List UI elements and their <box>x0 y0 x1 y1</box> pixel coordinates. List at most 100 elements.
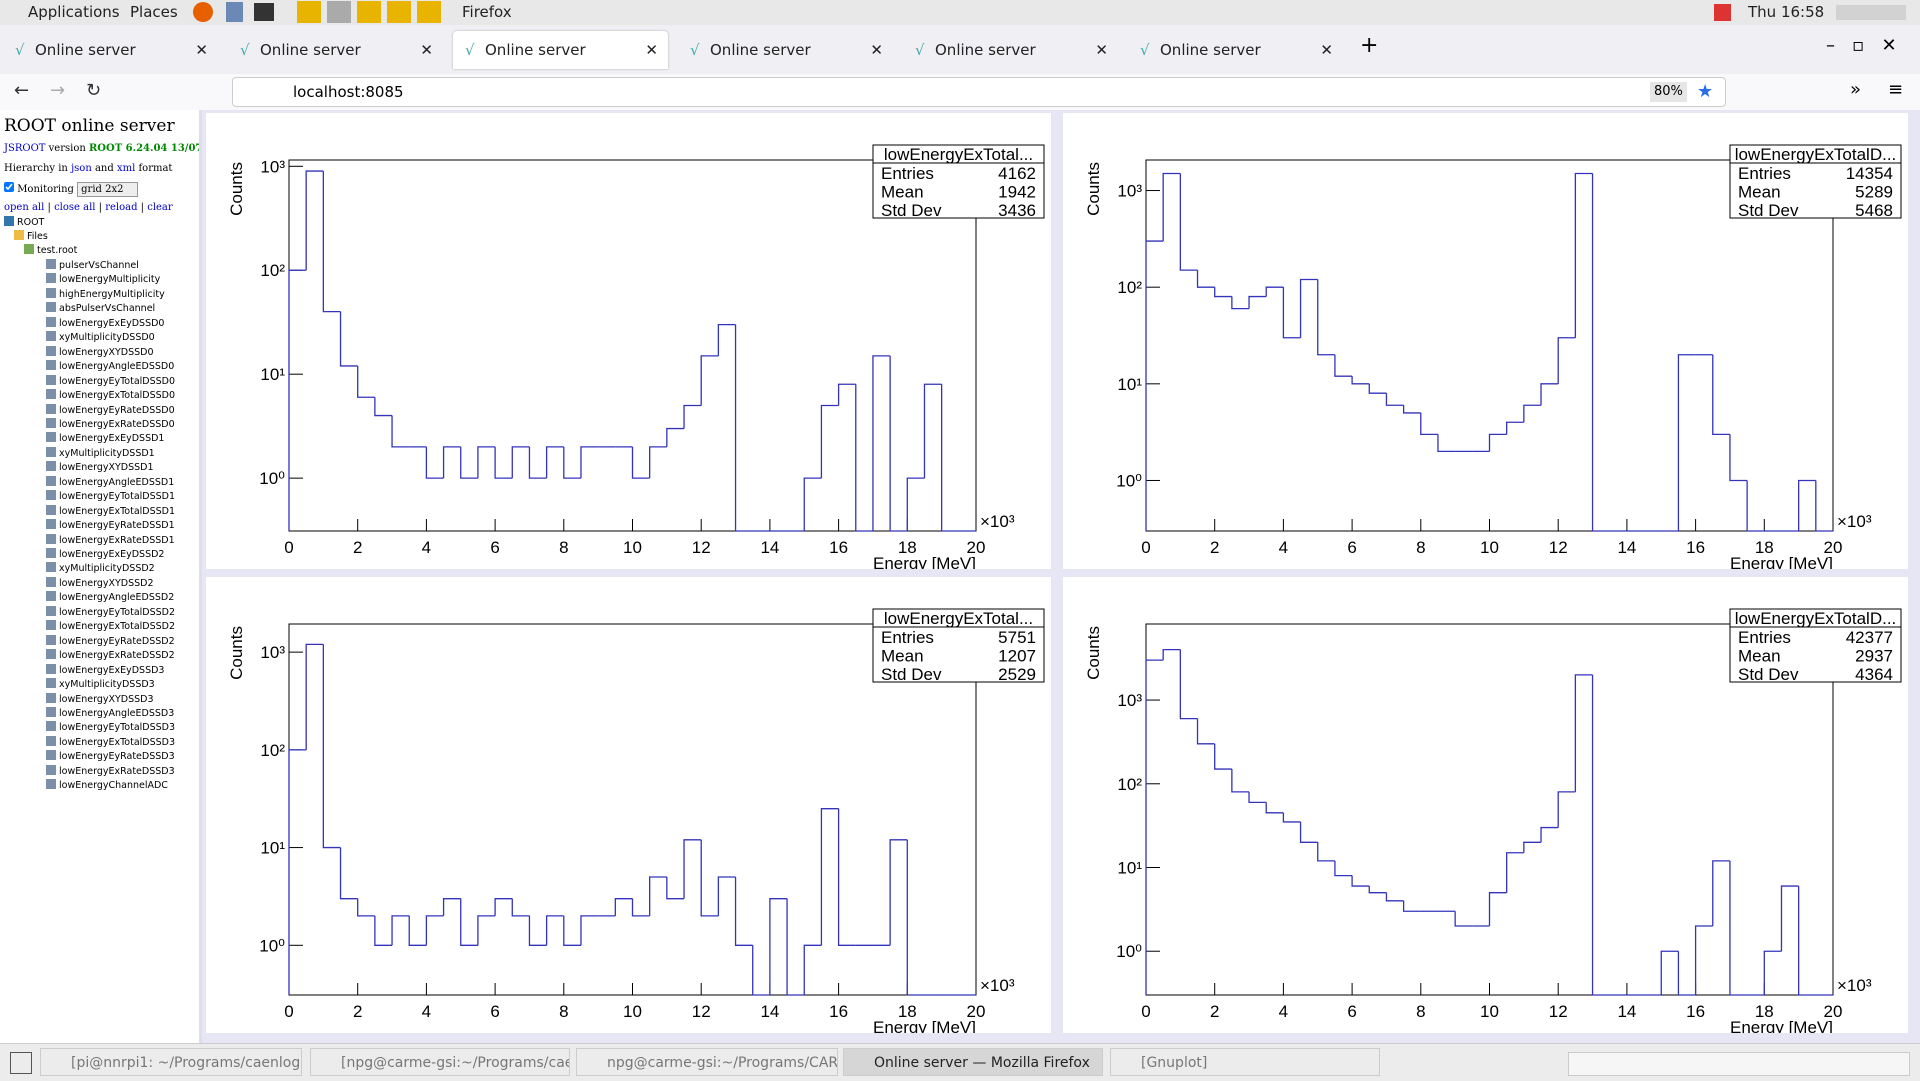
tree-label[interactable]: lowEnergyExEyDSSD3 <box>59 665 164 676</box>
tree-item[interactable]: xyMultiplicityDSSD3 <box>46 678 155 691</box>
tree-item[interactable]: lowEnergyExRateDSSD0 <box>46 418 175 431</box>
show-desktop[interactable] <box>10 1052 32 1074</box>
tree-label[interactable]: lowEnergyEyTotalDSSD2 <box>59 607 175 618</box>
tree-label[interactable]: lowEnergyExTotalDSSD1 <box>59 506 175 517</box>
tab[interactable]: Online server✕√ <box>903 31 1118 69</box>
tree-item[interactable]: lowEnergyAngleEDSSD0 <box>46 360 174 373</box>
tree-label[interactable]: lowEnergyAngleEDSSD3 <box>59 708 174 719</box>
tree-label[interactable]: lowEnergyExTotalDSSD0 <box>59 390 175 401</box>
forward-button[interactable]: → <box>50 80 65 101</box>
tree-label[interactable]: xyMultiplicityDSSD3 <box>59 679 155 690</box>
tree-item[interactable]: lowEnergyEyRateDSSD3 <box>46 750 175 763</box>
tree-item[interactable]: lowEnergyEyTotalDSSD3 <box>46 721 175 734</box>
menu[interactable]: Places <box>130 3 178 21</box>
tree-label[interactable]: lowEnergyAngleEDSSD1 <box>59 477 174 488</box>
tree-folder[interactable]: Files <box>14 230 48 243</box>
tree-item[interactable]: lowEnergyAngleEDSSD3 <box>46 707 174 720</box>
tree-label[interactable]: xyMultiplicityDSSD1 <box>59 448 155 459</box>
tree-item[interactable]: lowEnergyXYDSSD2 <box>46 577 154 590</box>
tree-label[interactable]: lowEnergyEyRateDSSD0 <box>59 405 175 416</box>
tree-item[interactable]: lowEnergyXYDSSD1 <box>46 461 154 474</box>
files-icon[interactable] <box>226 2 243 22</box>
tree-label[interactable]: lowEnergyExEyDSSD1 <box>59 433 164 444</box>
tree-item[interactable]: lowEnergyEyRateDSSD1 <box>46 519 175 532</box>
launcher-icon[interactable] <box>357 1 381 23</box>
tree-item[interactable]: lowEnergyExRateDSSD2 <box>46 649 175 662</box>
layout-select[interactable]: grid 2x2 <box>77 182 138 197</box>
workspace-switcher[interactable] <box>1568 1052 1910 1076</box>
tree-item[interactable]: lowEnergyEyTotalDSSD0 <box>46 375 175 388</box>
tree-item[interactable]: lowEnergyEyTotalDSSD1 <box>46 490 175 503</box>
tree-item[interactable]: lowEnergyExTotalDSSD0 <box>46 389 175 402</box>
address-bar[interactable]: localhost:8085 80% ★ <box>232 77 1726 107</box>
menu-button[interactable]: ≡ <box>1888 79 1903 100</box>
zoom-level[interactable]: 80% <box>1650 82 1687 102</box>
tree-label[interactable]: lowEnergyEyRateDSSD1 <box>59 520 175 531</box>
tree-label[interactable]: lowEnergyEyTotalDSSD0 <box>59 376 175 387</box>
tab[interactable]: Online server✕√ <box>678 31 893 69</box>
tree-item[interactable]: lowEnergyXYDSSD3 <box>46 693 154 706</box>
tree-item[interactable]: lowEnergyExEyDSSD1 <box>46 432 164 445</box>
task-button[interactable]: npg@carme-gsi:~/Programs/CARME... <box>576 1048 838 1076</box>
tree-label[interactable]: xyMultiplicityDSSD0 <box>59 332 155 343</box>
tree-item[interactable]: lowEnergyEyRateDSSD0 <box>46 404 175 417</box>
tree-label[interactable]: lowEnergyXYDSSD2 <box>59 578 154 589</box>
reload-button[interactable]: ↻ <box>86 80 101 101</box>
tree-item[interactable]: lowEnergyExRateDSSD1 <box>46 534 175 547</box>
tab-close[interactable]: ✕ <box>1095 31 1108 69</box>
tree-label[interactable]: lowEnergyExTotalDSSD2 <box>59 621 175 632</box>
tab[interactable]: Online server✕√ <box>228 31 443 69</box>
tree-label[interactable]: lowEnergyXYDSSD0 <box>59 347 154 358</box>
tab[interactable]: Online server✕√ <box>3 31 218 69</box>
tree-label[interactable]: lowEnergyExRateDSSD0 <box>59 419 175 430</box>
tree-item[interactable]: xyMultiplicityDSSD2 <box>46 562 155 575</box>
task-button[interactable]: Online server — Mozilla Firefox <box>843 1048 1103 1076</box>
tree-label[interactable]: lowEnergyEyRateDSSD2 <box>59 636 175 647</box>
launcher-icon[interactable] <box>417 1 441 23</box>
tree-label[interactable]: test.root <box>37 245 77 256</box>
clock[interactable]: Thu 16:58 <box>1748 3 1824 21</box>
tree-item[interactable]: lowEnergyXYDSSD0 <box>46 346 154 359</box>
action-link[interactable]: reload <box>105 202 137 213</box>
tree-root[interactable]: ROOT <box>4 216 44 229</box>
tree-label[interactable]: lowEnergyEyRateDSSD3 <box>59 751 175 762</box>
tree-label[interactable]: lowEnergyExEyDSSD2 <box>59 549 164 560</box>
tree-label[interactable]: pulserVsChannel <box>59 260 139 271</box>
url[interactable]: localhost:8085 <box>293 78 404 106</box>
tree-label[interactable]: xyMultiplicityDSSD2 <box>59 563 155 574</box>
tree-label[interactable]: absPulserVsChannel <box>59 303 155 314</box>
tree-file[interactable]: test.root <box>24 244 77 257</box>
tree-label[interactable]: lowEnergyExEyDSSD0 <box>59 318 164 329</box>
tree-label[interactable]: lowEnergyExRateDSSD3 <box>59 766 175 777</box>
bookmark-star[interactable]: ★ <box>1697 78 1713 106</box>
launcher-icon[interactable] <box>327 1 351 23</box>
tree-item[interactable]: lowEnergyAngleEDSSD2 <box>46 591 174 604</box>
tree-label[interactable]: lowEnergyMultiplicity <box>59 274 160 285</box>
tray-icon[interactable] <box>1714 4 1731 21</box>
link[interactable]: xml <box>117 163 135 174</box>
tab[interactable]: Online server✕√ <box>1128 31 1343 69</box>
menu[interactable]: Applications <box>28 3 120 21</box>
tree-label[interactable]: lowEnergyChannelADC <box>59 780 168 791</box>
tree-label[interactable]: lowEnergyXYDSSD3 <box>59 694 154 705</box>
new-tab[interactable]: + <box>1360 33 1378 58</box>
tree-item[interactable]: xyMultiplicityDSSD1 <box>46 447 155 460</box>
tree-item[interactable]: lowEnergyExEyDSSD0 <box>46 317 164 330</box>
tree-label[interactable]: lowEnergyExTotalDSSD3 <box>59 737 175 748</box>
action-link[interactable]: open all <box>4 202 44 213</box>
tree-item[interactable]: lowEnergyMultiplicity <box>46 273 160 286</box>
action-link[interactable]: close all <box>54 202 95 213</box>
launcher-icon[interactable] <box>297 1 321 23</box>
tray-icons[interactable] <box>1836 5 1906 20</box>
tree-label[interactable]: lowEnergyExRateDSSD1 <box>59 535 175 546</box>
back-button[interactable]: ← <box>14 80 29 101</box>
tree-label[interactable]: lowEnergyXYDSSD1 <box>59 462 154 473</box>
tree-item[interactable]: pulserVsChannel <box>46 259 139 272</box>
overflow-button[interactable]: » <box>1850 79 1861 100</box>
tree-label[interactable]: lowEnergyExRateDSSD2 <box>59 650 175 661</box>
action-link[interactable]: clear <box>147 202 172 213</box>
tree-item[interactable]: lowEnergyAngleEDSSD1 <box>46 476 174 489</box>
terminal-icon[interactable] <box>254 3 274 21</box>
task-button[interactable]: [npg@carme-gsi:~/Programs/caenlo... <box>310 1048 570 1076</box>
tree-label[interactable]: highEnergyMultiplicity <box>59 289 165 300</box>
